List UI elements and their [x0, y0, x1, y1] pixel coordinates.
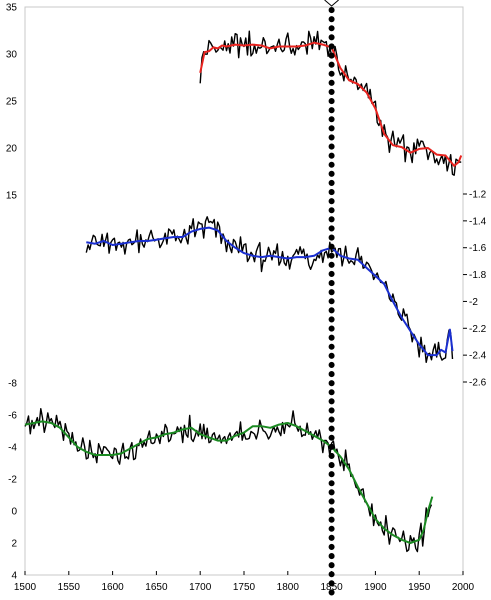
- y-tick-label: -2.4: [469, 351, 487, 362]
- x-tick-label: 1600: [101, 582, 124, 593]
- y-tick-label: -2: [8, 475, 17, 486]
- x-tick-label: 1950: [408, 582, 431, 593]
- x-tick-label: 1650: [145, 582, 168, 593]
- y-tick-label: -1.6: [469, 243, 487, 254]
- tick-layer: 1520253035-1.2-1.4-1.6-1.8-2-2.2-2.4-2.6…: [6, 3, 487, 594]
- y-tick-label: -1.4: [469, 216, 487, 227]
- x-tick-label: 1550: [58, 582, 81, 593]
- smoothed-series-line-1: [199, 41, 463, 167]
- y-tick-label: -2.2: [469, 324, 487, 335]
- y-tick-label: -2.6: [469, 378, 487, 389]
- y-tick-label: -4: [8, 443, 17, 454]
- marker-layer: [324, 0, 339, 599]
- series-layer: [24, 30, 463, 553]
- y-tick-label: -8: [8, 379, 17, 390]
- y-tick-label: 15: [6, 191, 18, 202]
- x-tick-label: 1500: [14, 582, 37, 593]
- y-tick-label: 35: [6, 3, 18, 14]
- y-tick-label: -2: [469, 297, 478, 308]
- x-tick-label: 1850: [320, 582, 343, 593]
- smoothed-series-line-3: [24, 420, 434, 544]
- marker-arrow-icon: [324, 0, 339, 7]
- raw-series-line-3: [24, 408, 433, 553]
- x-tick-label: 1900: [364, 582, 387, 593]
- smoothed-series-line-2: [86, 226, 454, 357]
- y-tick-label: 0: [11, 507, 17, 518]
- y-tick-label: -6: [8, 411, 17, 422]
- y-tick-label: 25: [6, 97, 18, 108]
- y-tick-label: 20: [6, 144, 18, 155]
- plot-frame: [24, 6, 464, 576]
- x-tick-label: 2000: [452, 582, 475, 593]
- raw-series-line-2: [85, 216, 454, 363]
- y-tick-label: 2: [11, 539, 17, 550]
- y-tick-label: 4: [11, 571, 17, 582]
- y-tick-label: -1.8: [469, 270, 487, 281]
- y-tick-label: -1.2: [469, 190, 487, 201]
- x-tick-label: 1750: [233, 582, 256, 593]
- y-tick-label: 30: [6, 50, 18, 61]
- x-tick-label: 1700: [189, 582, 212, 593]
- x-tick-label: 1800: [277, 582, 300, 593]
- chart-frame: [24, 6, 464, 576]
